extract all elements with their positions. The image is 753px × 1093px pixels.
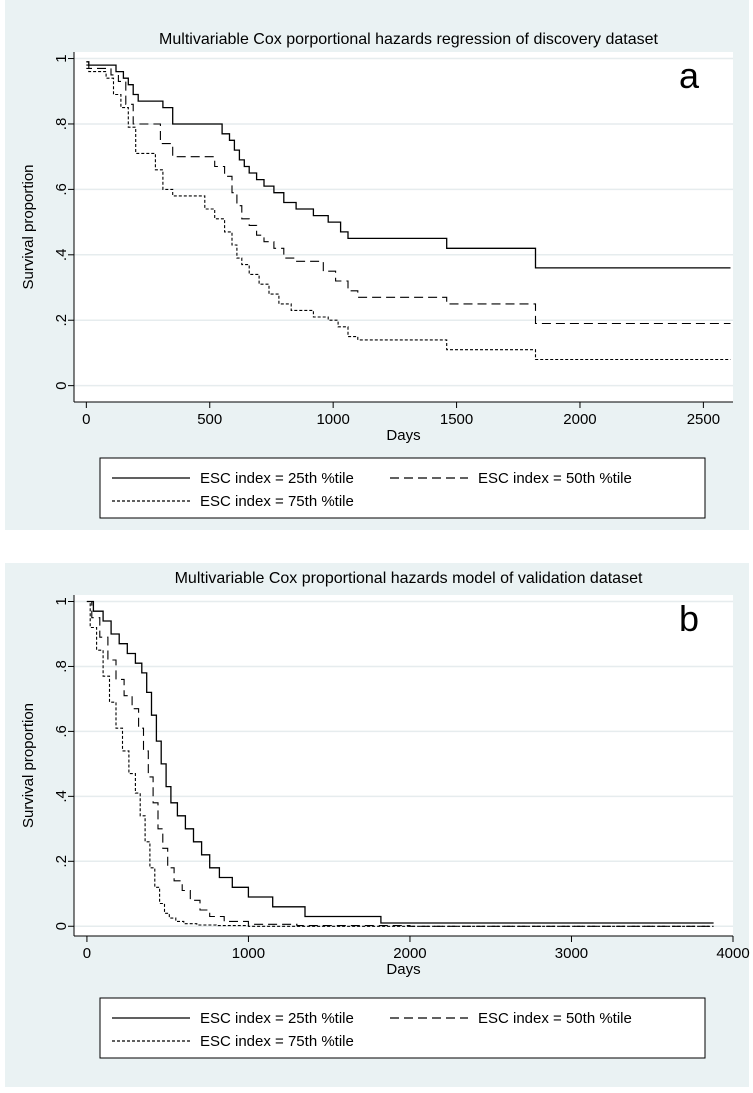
y-tick-label: .6 [53, 725, 70, 738]
legend-label: ESC index = 25th %tile [200, 470, 354, 487]
legend-label: ESC index = 75th %tile [200, 493, 354, 510]
chart-title: Multivariable Cox proportional hazards m… [175, 570, 643, 587]
panel-a: Multivariable Cox porportional hazards r… [5, 0, 749, 530]
legend-box [99, 997, 706, 1059]
series-line-solid [86, 600, 714, 924]
series-line-dashed [86, 64, 731, 325]
y-tick-label: .6 [53, 183, 70, 196]
y-axis-label: Survival proportion [20, 164, 37, 289]
y-tick-label: 1 [53, 54, 70, 62]
y-tick-label: .2 [53, 855, 70, 868]
panel-b: Multivariable Cox proportional hazards m… [5, 563, 750, 1087]
x-tick-label: 1000 [232, 945, 265, 962]
legend-label: ESC index = 25th %tile [200, 1010, 354, 1027]
x-tick-label: 1500 [440, 411, 473, 428]
legend-label: ESC index = 75th %tile [200, 1033, 354, 1050]
panel-letter: b [679, 598, 699, 639]
y-tick-label: .4 [53, 790, 70, 803]
y-tick-label: 0 [53, 381, 70, 389]
y-tick-label: .4 [53, 249, 70, 262]
plot-area [74, 52, 733, 402]
legend-box [99, 457, 706, 519]
x-tick-label: 3000 [555, 945, 588, 962]
x-tick-label: 4000 [716, 945, 749, 962]
y-tick-label: .8 [53, 660, 70, 673]
x-tick-label: 0 [83, 945, 91, 962]
x-tick-label: 1000 [316, 411, 349, 428]
x-tick-label: 2000 [393, 945, 426, 962]
chart-b: Multivariable Cox proportional hazards m… [20, 570, 750, 1059]
y-tick-label: 1 [53, 597, 70, 605]
y-axis-label: Survival proportion [20, 703, 37, 828]
legend-label: ESC index = 50th %tile [478, 470, 632, 487]
legend-label: ESC index = 50th %tile [478, 1010, 632, 1027]
series-line-dotted [86, 67, 731, 361]
x-tick-label: 500 [197, 411, 222, 428]
x-tick-label: 0 [82, 411, 90, 428]
series-line-dashed [86, 600, 714, 927]
series-line-dotted [86, 600, 714, 927]
y-tick-label: .2 [53, 314, 70, 327]
x-tick-label: 2000 [563, 411, 596, 428]
plot-area [74, 595, 733, 936]
chart-a: Multivariable Cox porportional hazards r… [20, 31, 733, 519]
y-tick-label: 0 [53, 922, 70, 930]
x-axis-label: Days [386, 961, 420, 978]
x-axis-label: Days [386, 427, 420, 444]
y-tick-label: .8 [53, 118, 70, 131]
x-tick-label: 2500 [687, 411, 720, 428]
series-line-solid [86, 61, 731, 269]
panel-letter: a [679, 55, 700, 96]
chart-title: Multivariable Cox porportional hazards r… [159, 31, 658, 48]
